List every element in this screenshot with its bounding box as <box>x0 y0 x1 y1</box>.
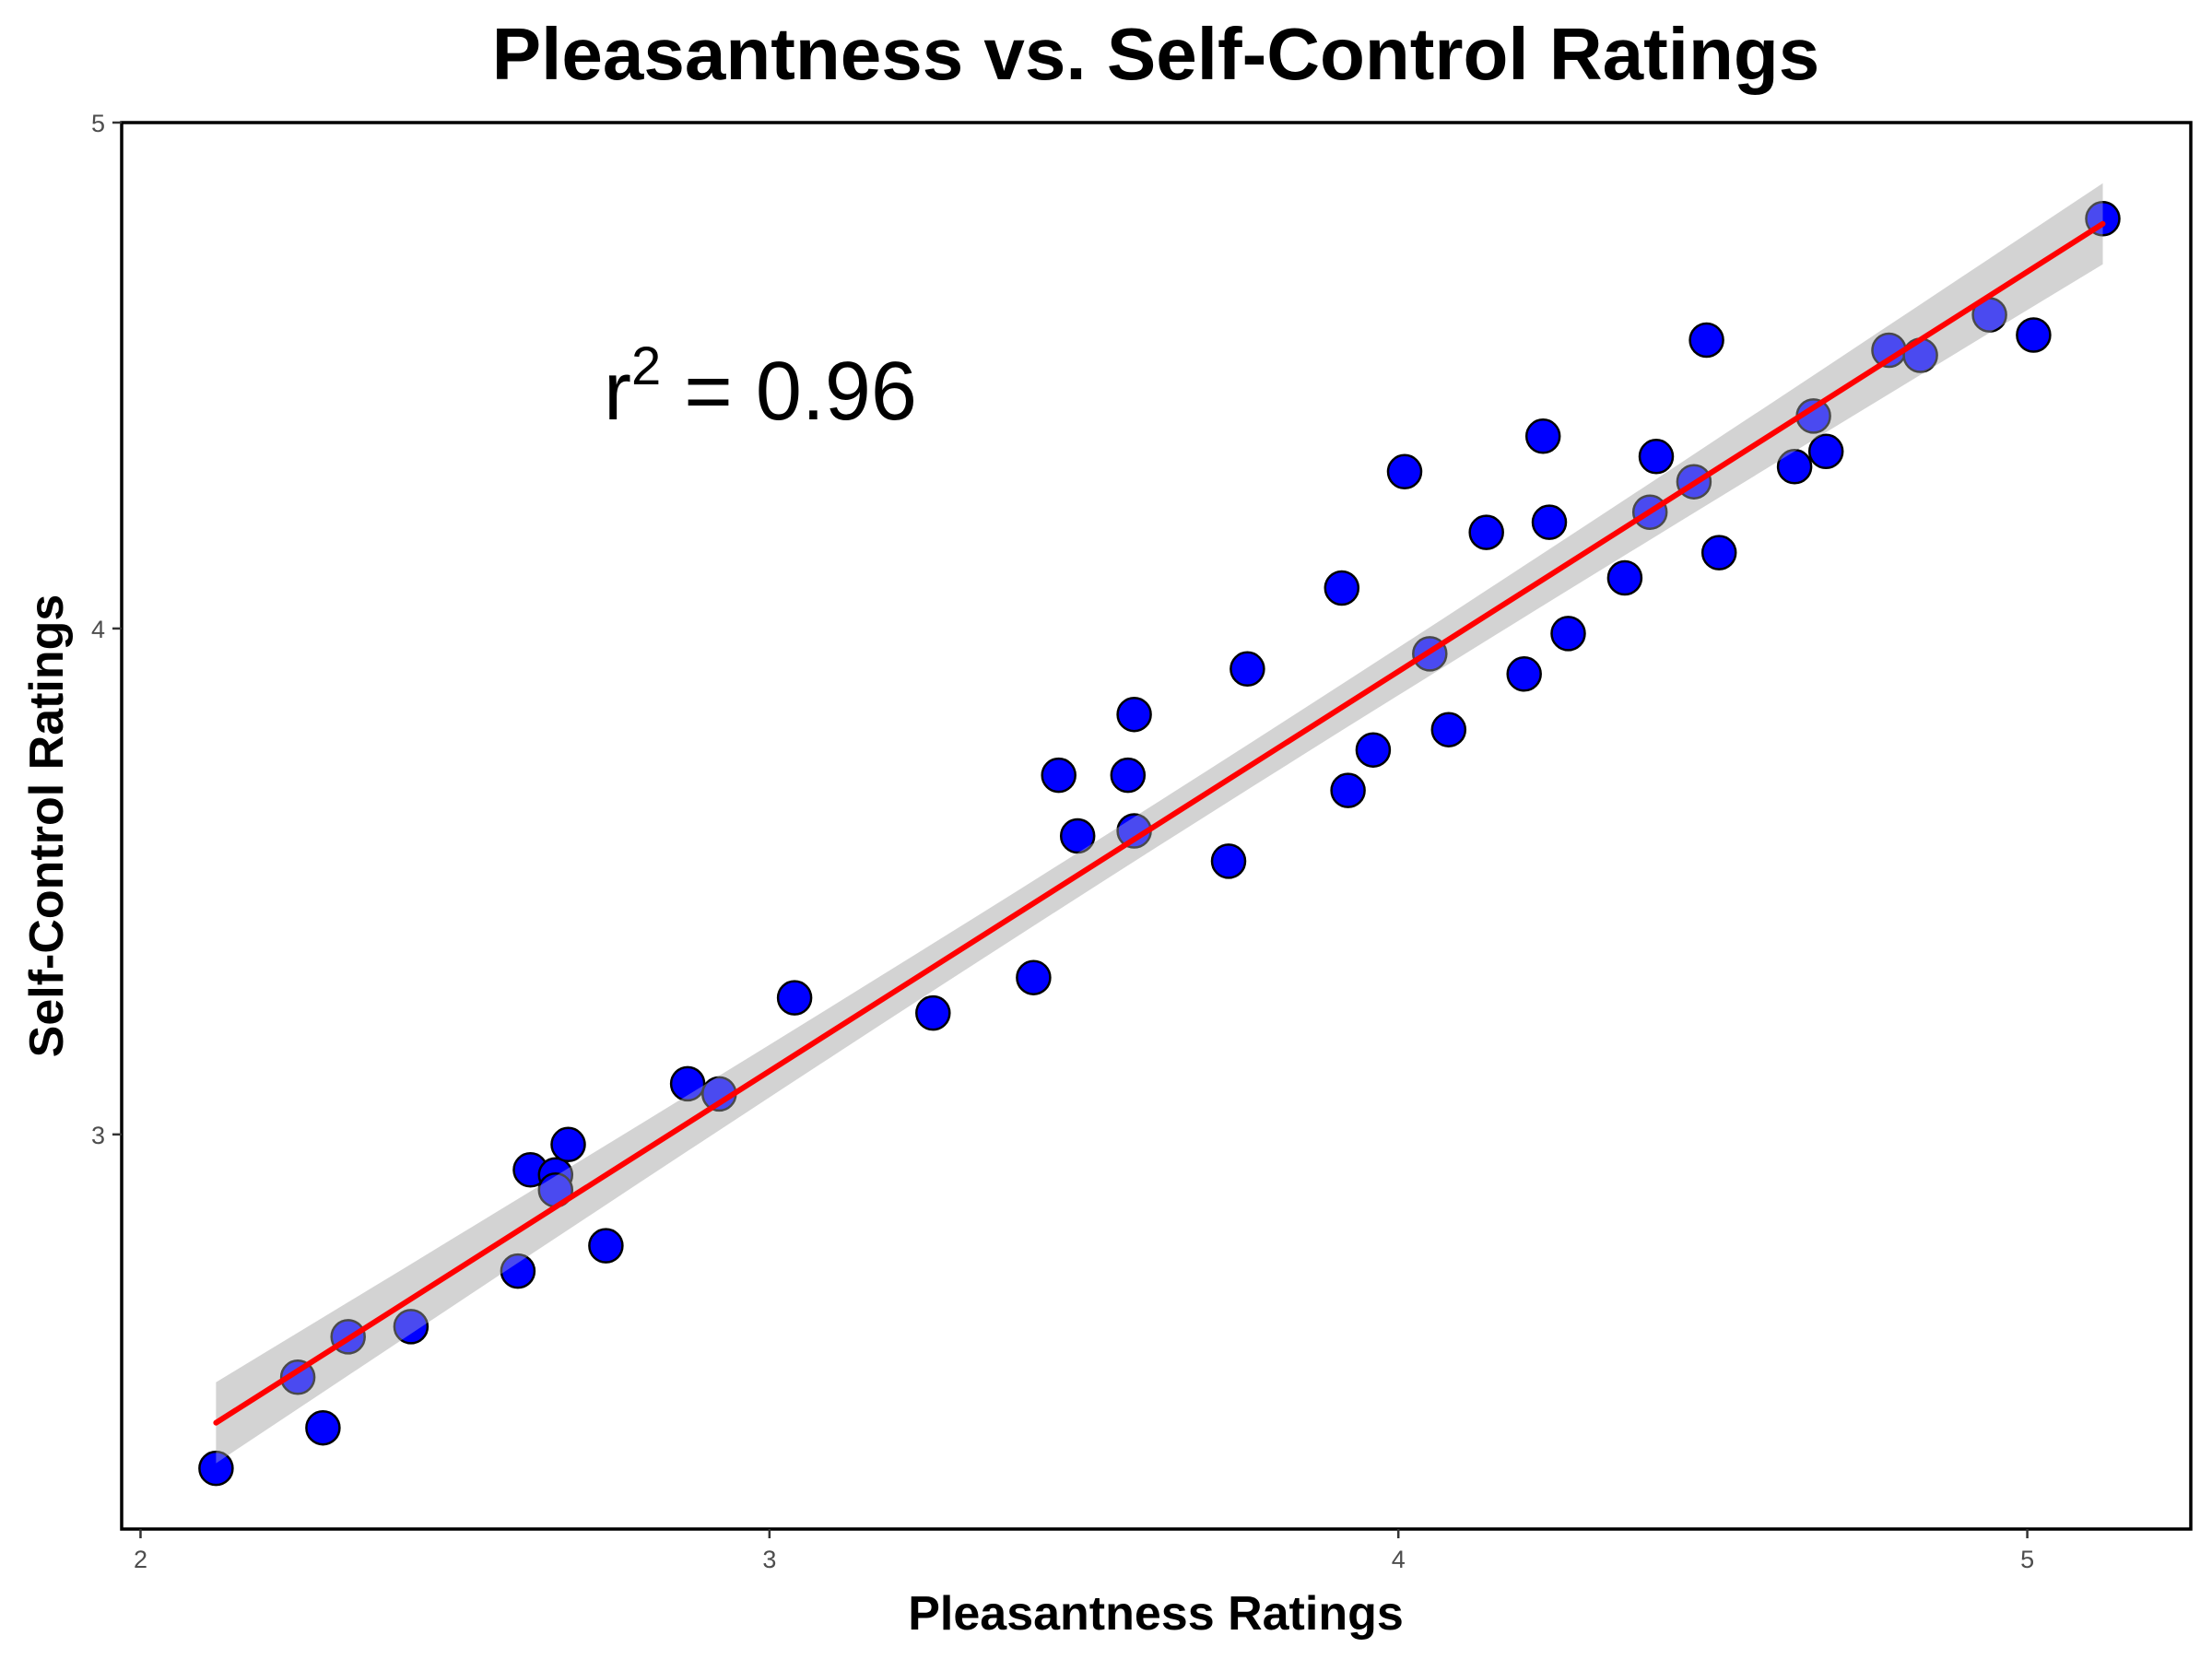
data-point <box>1016 959 1052 995</box>
data-point <box>1506 656 1542 692</box>
x-tick-label: 5 <box>2020 1546 2034 1573</box>
data-point <box>776 980 813 1016</box>
panel-border <box>120 121 2193 1531</box>
data-point <box>1386 453 1423 490</box>
data-point <box>279 1359 316 1395</box>
plot-area <box>198 182 2121 1487</box>
chart-title: Pleasantness vs. Self-Control Ratings <box>492 13 1819 95</box>
data-point <box>305 1409 341 1446</box>
data-point <box>1524 418 1561 454</box>
data-point <box>1807 433 1844 470</box>
data-point <box>1550 616 1586 652</box>
data-point <box>1116 696 1152 733</box>
y-tick-label: 3 <box>91 1122 105 1149</box>
data-point <box>1355 732 1392 768</box>
x-axis: 2 3 4 5 <box>134 1529 2034 1573</box>
data-point <box>1468 514 1504 550</box>
data-point <box>588 1228 624 1264</box>
data-point <box>1700 535 1737 571</box>
data-point <box>393 1309 429 1345</box>
data-point <box>550 1126 586 1163</box>
data-point <box>1330 772 1366 808</box>
data-point <box>1230 651 1265 688</box>
data-point <box>1210 843 1247 879</box>
data-point <box>915 994 951 1031</box>
data-point <box>669 1065 706 1102</box>
data-point <box>1606 559 1643 596</box>
data-point <box>1638 439 1675 475</box>
data-point <box>1430 712 1467 747</box>
x-tick-label: 2 <box>134 1546 147 1573</box>
data-point <box>1688 322 1724 359</box>
data-point <box>1059 818 1096 854</box>
data-point <box>1110 757 1147 794</box>
regression-line <box>213 220 2106 1426</box>
data-point <box>1324 570 1360 606</box>
data-point <box>198 1450 234 1487</box>
r-squared-value: = 0.96 <box>661 346 917 438</box>
y-tick-label: 4 <box>91 616 105 643</box>
x-axis-title: Pleasantness Ratings <box>908 1587 1404 1641</box>
r-squared-base: r <box>604 346 631 438</box>
data-point <box>2016 317 2052 353</box>
x-tick-label: 3 <box>762 1546 776 1573</box>
data-point <box>1531 504 1568 540</box>
y-axis: 3 4 5 <box>91 110 122 1149</box>
r-squared-annotation: r2 = 0.96 <box>604 336 917 438</box>
x-tick-label: 4 <box>1392 1546 1406 1573</box>
data-point <box>1041 757 1077 794</box>
r-squared-superscript: 2 <box>631 336 661 396</box>
data-point <box>500 1253 536 1289</box>
data-point <box>1776 449 1813 485</box>
y-tick-label: 5 <box>91 110 105 137</box>
y-axis-title: Self-Control Ratings <box>20 594 74 1058</box>
